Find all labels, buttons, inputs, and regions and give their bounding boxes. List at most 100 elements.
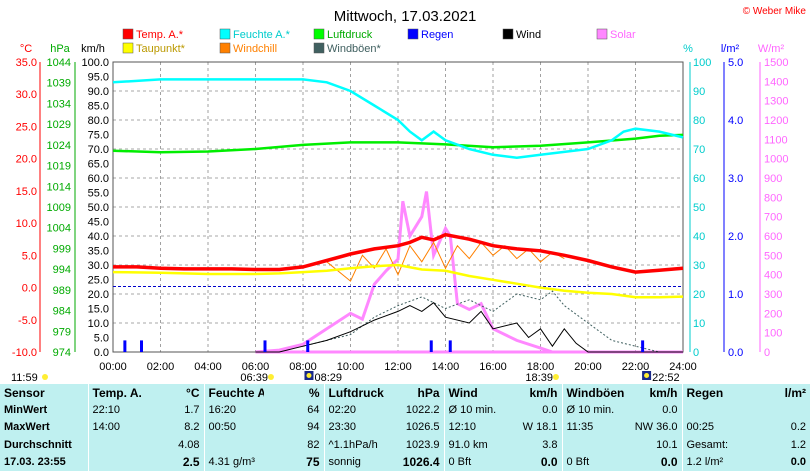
legend-swatch xyxy=(313,42,325,54)
chart-grid xyxy=(112,61,684,353)
wind-tick-label: 90.0 xyxy=(88,86,109,98)
stats-header-cell: Temp. A. xyxy=(92,385,142,400)
stats-row: Durchschnitt 4.08 82 ^1.1hPa/h 1023.9 91.0 km… xyxy=(0,436,810,454)
legend-swatch xyxy=(502,28,514,40)
moon-time-label: 22:52 xyxy=(652,372,680,384)
pressure-tick-label: 989 xyxy=(53,285,71,297)
pressure-tick-label: 1039 xyxy=(47,78,71,90)
x-tick-label: 22:00 xyxy=(622,361,650,373)
solar-tick-label: 500 xyxy=(764,250,782,262)
wind-tick-label: 35.0 xyxy=(88,246,109,258)
legend-label: Regen xyxy=(421,29,453,41)
x-axis-ticks: 00:00 02:00 04:00 06:00 08:00 10:00 12:00 14:00… xyxy=(99,361,697,373)
stats-cell: NW 36.0 xyxy=(626,418,683,437)
humidity-tick-label: 40 xyxy=(693,231,705,243)
stats-cell: Gesamt: xyxy=(686,438,729,451)
stats-cell: ^1.1hPa/h xyxy=(328,438,378,451)
stats-cell: 16:20 xyxy=(208,404,237,417)
stats-header-cell: Windböen xyxy=(566,385,625,400)
x-tick-label: 02:00 xyxy=(147,361,175,373)
rain-unit: l/m² xyxy=(721,43,740,55)
temp-tick-label: 35.0 xyxy=(16,57,37,69)
wind-tick-label: 25.0 xyxy=(88,275,109,287)
x-tick-label: 08:00 xyxy=(289,361,317,373)
stats-cell: 4.31 g/m³ xyxy=(208,456,255,469)
pressure-tick-label: 1004 xyxy=(47,223,71,235)
dewpoint-series xyxy=(112,263,684,299)
humidity-tick-label: 80 xyxy=(693,115,705,127)
legend-swatch xyxy=(122,28,134,40)
chart-legend: Temp. A.* Feuchte A.* Luftdruck Regen Wind So… xyxy=(122,28,636,55)
x-tick-label: 18:00 xyxy=(527,361,555,373)
stats-cell: 1023.9 xyxy=(388,436,445,454)
temp-tick-label: -5.0 xyxy=(18,315,37,327)
rain-bar xyxy=(448,340,452,352)
temp-tick-label: 0.0 xyxy=(22,283,37,295)
solar-tick-label: 1300 xyxy=(764,96,788,108)
x-tick-label: 16:00 xyxy=(479,361,507,373)
wind-tick-label: 40.0 xyxy=(88,231,109,243)
temp-tick-label: 20.0 xyxy=(16,154,37,166)
rain-bar xyxy=(263,340,267,352)
temp-tick-label: 15.0 xyxy=(16,186,37,198)
solar-tick-label: 200 xyxy=(764,308,782,320)
stats-cell: 64 xyxy=(264,401,325,419)
stats-cell: Ø 10 min. xyxy=(566,404,615,417)
rain-tick-label: 3.0 xyxy=(728,173,743,185)
x-tick-label: 06:00 xyxy=(242,361,270,373)
stats-header-cell: Feuchte A. xyxy=(208,385,265,400)
solar-tick-label: 400 xyxy=(764,270,782,282)
humidity-tick-label: 10 xyxy=(693,318,705,330)
x-tick-label: 20:00 xyxy=(574,361,602,373)
wind-tick-label: 70.0 xyxy=(88,144,109,156)
rain-bar xyxy=(641,340,645,352)
stats-row: MinWert 22:10 1.7 16:20 64 02:20 1022.2 Ø 10 mi… xyxy=(0,401,810,419)
legend-label: Windchill xyxy=(233,43,277,55)
stats-cell xyxy=(88,436,148,453)
legend-label: Windböen* xyxy=(327,43,382,55)
stats-cell: 0 Bft xyxy=(566,456,590,469)
sunrise-label: 06:39 xyxy=(240,372,268,384)
stats-cell: 8.2 xyxy=(148,418,205,437)
humidity-tick-label: 100 xyxy=(693,57,711,69)
wind-tick-label: 75.0 xyxy=(88,130,109,142)
wind-tick-label: 50.0 xyxy=(88,202,109,214)
stats-cell: MaxWert xyxy=(0,418,89,437)
wind-tick-label: 30.0 xyxy=(88,260,109,272)
legend-swatch xyxy=(219,42,231,54)
stats-header-cell: Sensor xyxy=(0,384,89,402)
wind-unit: km/h xyxy=(81,43,105,55)
stats-cell: 22:10 xyxy=(92,404,121,417)
legend-swatch xyxy=(313,28,325,40)
rain-bar xyxy=(140,340,143,352)
stats-cell: 23:30 xyxy=(328,421,357,434)
temp-tick-label: 25.0 xyxy=(16,121,37,133)
pressure-tick-label: 999 xyxy=(53,243,71,255)
solar-tick-label: 1500 xyxy=(764,57,788,69)
wind-tick-label: 65.0 xyxy=(88,159,109,171)
legend-label: Luftdruck xyxy=(327,29,373,41)
temp-tick-label: -10.0 xyxy=(12,347,37,359)
wind-tick-label: 95.0 xyxy=(88,72,109,84)
x-tick-label: 10:00 xyxy=(337,361,365,373)
x-tick-label: 12:00 xyxy=(384,361,412,373)
stats-cell: W 18.1 xyxy=(510,418,563,437)
wind-tick-label: 80.0 xyxy=(88,115,109,127)
moon-icon-dot xyxy=(644,373,650,378)
stats-cell: Ø 10 min. xyxy=(448,404,497,417)
stats-cell: 1022.2 xyxy=(388,401,445,419)
legend-swatch xyxy=(407,28,419,40)
stats-cell: 94 xyxy=(264,418,325,437)
stats-cell: 0.2 xyxy=(790,421,806,434)
pressure-series xyxy=(112,133,684,154)
stats-cell: 0.0 xyxy=(626,401,683,419)
humidity-tick-label: 90 xyxy=(693,86,705,98)
solar-tick-label: 100 xyxy=(764,328,782,340)
sun-dot-icon xyxy=(42,374,48,380)
temp-tick-label: 5.0 xyxy=(22,250,37,262)
pressure-tick-label: 1019 xyxy=(47,161,71,173)
credit-label: © Weber Mike xyxy=(743,6,807,17)
stats-cell: 17.03. 23:55 xyxy=(0,453,89,471)
stats-cell: 00:50 xyxy=(208,421,237,434)
wind-tick-label: 45.0 xyxy=(88,217,109,229)
